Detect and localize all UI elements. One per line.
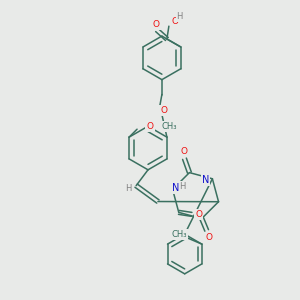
Text: O: O <box>160 106 167 115</box>
Text: O: O <box>205 233 212 242</box>
Text: O: O <box>171 17 178 26</box>
Text: CH₃: CH₃ <box>171 230 187 239</box>
Text: N: N <box>172 183 179 194</box>
Text: H: H <box>179 182 186 191</box>
Text: N: N <box>202 175 209 185</box>
Text: O: O <box>152 20 160 29</box>
Text: O: O <box>195 210 202 219</box>
Text: O: O <box>181 147 188 156</box>
Text: O: O <box>146 122 153 131</box>
Text: CH₃: CH₃ <box>162 122 177 131</box>
Text: H: H <box>125 184 131 193</box>
Text: H: H <box>177 12 183 21</box>
